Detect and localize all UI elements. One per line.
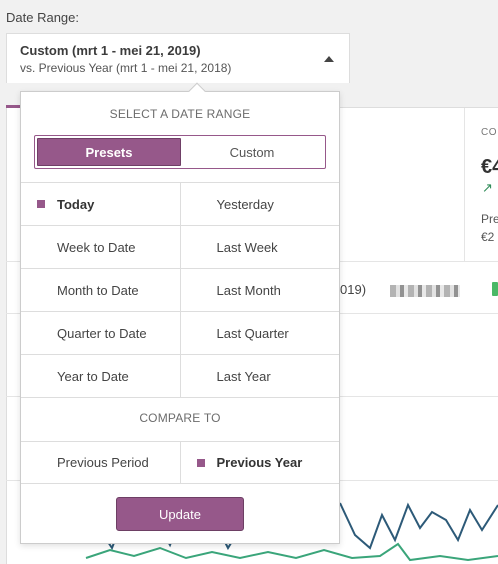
date-range-secondary: vs. Previous Year (mrt 1 - mei 21, 2018): [20, 61, 232, 75]
active-indicator: [6, 105, 20, 108]
stat-divider: [464, 108, 465, 261]
preset-last-month[interactable]: Last Month: [179, 269, 340, 311]
select-range-title: SELECT A DATE RANGE: [109, 107, 251, 121]
preset-year-to-date[interactable]: Year to Date: [57, 368, 129, 384]
selected-indicator-icon: [37, 200, 45, 208]
chart-line-primary: [339, 502, 498, 550]
chart-line-secondary: [85, 542, 498, 562]
preset-last-year[interactable]: Last Year: [179, 355, 340, 397]
popover-footer: Update: [21, 484, 339, 544]
date-range-primary: Custom (mrt 1 - mei 21, 2019): [20, 43, 201, 58]
preset-row: Year to Date Last Year: [21, 355, 339, 398]
preset-yesterday[interactable]: Yesterday: [179, 183, 340, 225]
date-range-popover: SELECT A DATE RANGE Presets Custom Today…: [20, 82, 340, 544]
selected-indicator-icon: [196, 459, 205, 467]
preset-row: Quarter to Date Last Quarter: [21, 312, 339, 355]
preset-week-to-date[interactable]: Week to Date: [57, 239, 136, 255]
preset-last-week[interactable]: Last Week: [179, 226, 340, 268]
caret-up-icon: [324, 56, 334, 62]
preset-quarter-to-date[interactable]: Quarter to Date: [57, 325, 147, 341]
trend-up-icon: ↗: [482, 180, 493, 195]
compare-to-title: COMPARE TO: [139, 411, 221, 425]
preset-row: Month to Date Last Month: [21, 269, 339, 312]
blurred-value: [390, 285, 460, 297]
preset-today[interactable]: Today: [21, 183, 180, 225]
tab-custom[interactable]: Custom: [229, 144, 275, 160]
status-badge: [492, 282, 498, 296]
preset-row: Week to Date Last Week: [21, 226, 339, 269]
range-tabs: Presets Custom: [34, 135, 326, 169]
compare-previous-period[interactable]: Previous Period: [57, 455, 149, 470]
stat-prev-label: Pre: [481, 212, 498, 226]
stat-value: €4: [481, 156, 498, 178]
preset-grid: Today Yesterday Week to Date Last Week M…: [21, 182, 339, 398]
compare-options: Previous Period Previous Year: [21, 441, 339, 484]
preset-month-to-date[interactable]: Month to Date: [57, 282, 139, 298]
table-date: 019): [340, 282, 367, 297]
date-range-label: Date Range:: [6, 10, 79, 25]
update-button[interactable]: Update: [116, 497, 244, 531]
tab-presets[interactable]: Presets: [37, 138, 181, 166]
stat-label: CO: [481, 127, 497, 138]
preset-last-quarter[interactable]: Last Quarter: [179, 312, 340, 354]
stat-prev-value: €2: [481, 230, 495, 244]
date-range-button[interactable]: Custom (mrt 1 - mei 21, 2019) vs. Previo…: [6, 33, 350, 83]
compare-previous-year[interactable]: Previous Year: [179, 442, 340, 483]
preset-row: Today Yesterday: [21, 183, 339, 226]
